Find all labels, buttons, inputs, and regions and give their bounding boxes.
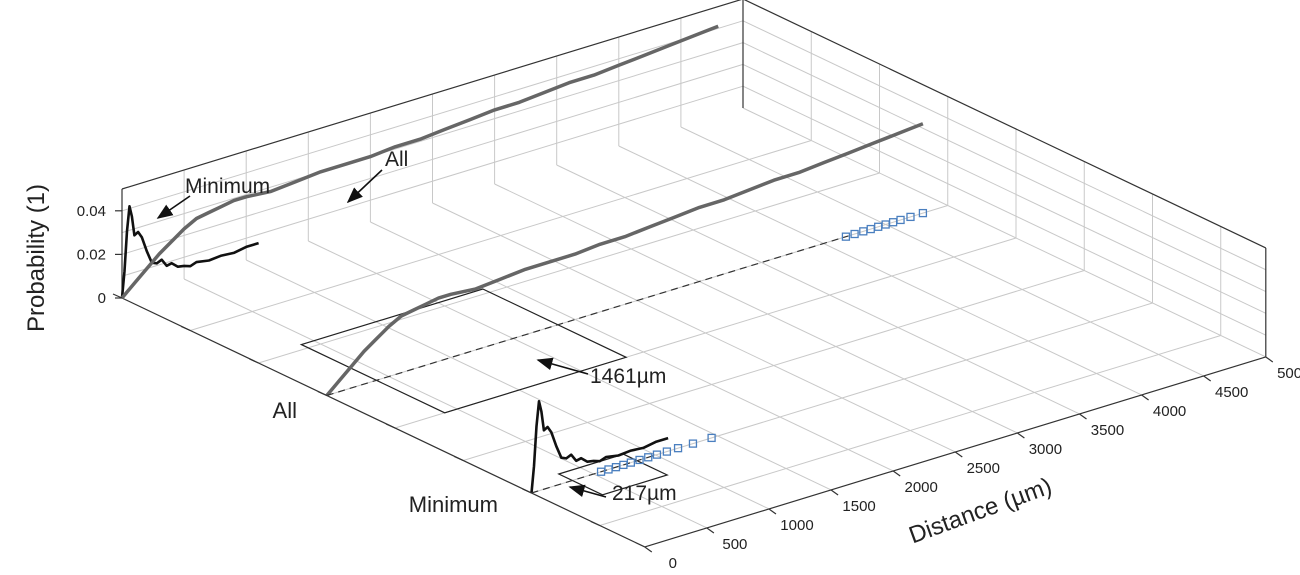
x-tick-mark [1265, 356, 1274, 363]
x-tick-mark [644, 546, 653, 553]
depth-tick-mark [385, 423, 396, 429]
baseline-all [326, 235, 849, 397]
depth-tick-mark [522, 488, 532, 494]
x-tick-mark [1141, 394, 1149, 401]
floor-point-all [918, 208, 928, 218]
floor-point-minimum [644, 453, 653, 462]
x-tick-label: 5000 [1277, 365, 1300, 382]
curve-minimum [530, 399, 669, 494]
floor-gridline-x [742, 107, 1267, 358]
x-tick-label: 2500 [967, 460, 1000, 477]
grid-layer [121, 18, 1267, 548]
floor-point-all [850, 229, 859, 239]
backwall-gridline-z [121, 42, 744, 234]
series-layer [120, 24, 928, 494]
x-tick-label: 1500 [842, 498, 875, 515]
rightwall-gridline-z [742, 42, 1267, 293]
floor-gridline-x [308, 240, 832, 491]
z-tick-label: 0 [98, 290, 106, 307]
depth-tick-mark [454, 455, 464, 462]
rightwall-gridline-z [742, 20, 1267, 271]
depth-tick-mark [112, 293, 123, 299]
floor-gridline-depth [599, 335, 1221, 526]
marker-rect-all [299, 288, 628, 414]
floor-point-all [896, 215, 905, 225]
annotation-minimum-distance: 217µm [612, 482, 677, 505]
floor-point-minimum [707, 433, 716, 443]
floor-gridline-depth [190, 140, 812, 331]
arrow-minimum-distance [568, 484, 607, 498]
curve-all [325, 122, 924, 397]
floor-gridline-x [183, 278, 708, 529]
arrow-all-distance [536, 357, 589, 375]
x-tick-mark [1079, 413, 1087, 420]
floor-point-minimum [688, 439, 698, 448]
x-tick-mark [892, 470, 901, 477]
x-tick-mark [706, 527, 715, 534]
floor-point-all [841, 232, 851, 241]
x-tick-label: 4000 [1153, 403, 1186, 420]
x-tick-label: 2000 [905, 479, 938, 496]
floor-gridline-x [494, 183, 1018, 434]
x-tick-label: 500 [722, 536, 747, 553]
floor-gridline-x [618, 145, 1142, 396]
x-tick-mark [830, 489, 839, 496]
axes-box [121, 0, 1267, 548]
floor-point-minimum [652, 450, 662, 459]
y-axis-label: Probability (1) [23, 184, 50, 332]
rightwall-gridline-z [742, 63, 1267, 314]
floor-gridline-depth [463, 270, 1085, 461]
floor-gridline-x [680, 126, 1204, 377]
depth-tick-mark [249, 358, 259, 364]
x-tick-mark [954, 451, 963, 458]
depth-tick-mark [317, 390, 327, 397]
x-tick-mark [768, 508, 777, 515]
axis-edge-top-back [121, 0, 742, 190]
axis-edge-top-right [743, 0, 1267, 249]
x-tick-label: 4500 [1215, 384, 1248, 401]
category-label-all: All [273, 398, 297, 423]
x-tick-label: 0 [669, 555, 677, 572]
x-tick-mark [1203, 375, 1212, 382]
floor-gridline-x [245, 259, 770, 510]
z-tick-label: 0.04 [77, 203, 106, 220]
floor-gridline-depth [258, 172, 880, 364]
floor-gridline-x [432, 202, 956, 453]
floor-point-minimum [626, 458, 636, 467]
annotations: Minimum All 1461µm 217µm [156, 148, 677, 505]
x-tick-label: 3000 [1029, 441, 1062, 458]
arrow-all-curve [346, 169, 383, 204]
x-tick-label: 1000 [780, 517, 813, 534]
floor-gridline-x [556, 164, 1080, 415]
tick-labels: 0 0.02 0.04 0 500 1000 1500 2000 2500 3000 3500 400… [77, 203, 1300, 572]
floor-point-minimum [673, 444, 683, 453]
axis-edge-depth [121, 297, 646, 548]
annotation-all-curve: All [385, 148, 408, 171]
floor-point-minimum [635, 455, 644, 465]
backwall-curve-all [120, 24, 719, 300]
rightwall-gridline-z [742, 85, 1267, 336]
floor-point-all [906, 212, 915, 222]
backwall-gridline-z [121, 63, 744, 255]
annotation-all-distance: 1461µm [590, 365, 666, 388]
arrow-minimum-curve [156, 195, 191, 219]
category-label-minimum: Minimum [409, 492, 498, 517]
depth-tick-mark [590, 520, 600, 527]
floor-gridline-x [370, 221, 894, 472]
backwall-curve-minimum [120, 205, 259, 299]
depth-tick-mark [181, 325, 191, 332]
annotation-minimum-curve: Minimum [185, 175, 270, 198]
x-tick-mark [1017, 432, 1025, 439]
x-tick-label: 3500 [1091, 422, 1124, 439]
floor-point-minimum [662, 447, 672, 456]
backwall-gridline-z [121, 85, 744, 277]
z-tick-label: 0.02 [77, 246, 106, 263]
backwall-gridline-z [121, 20, 744, 212]
